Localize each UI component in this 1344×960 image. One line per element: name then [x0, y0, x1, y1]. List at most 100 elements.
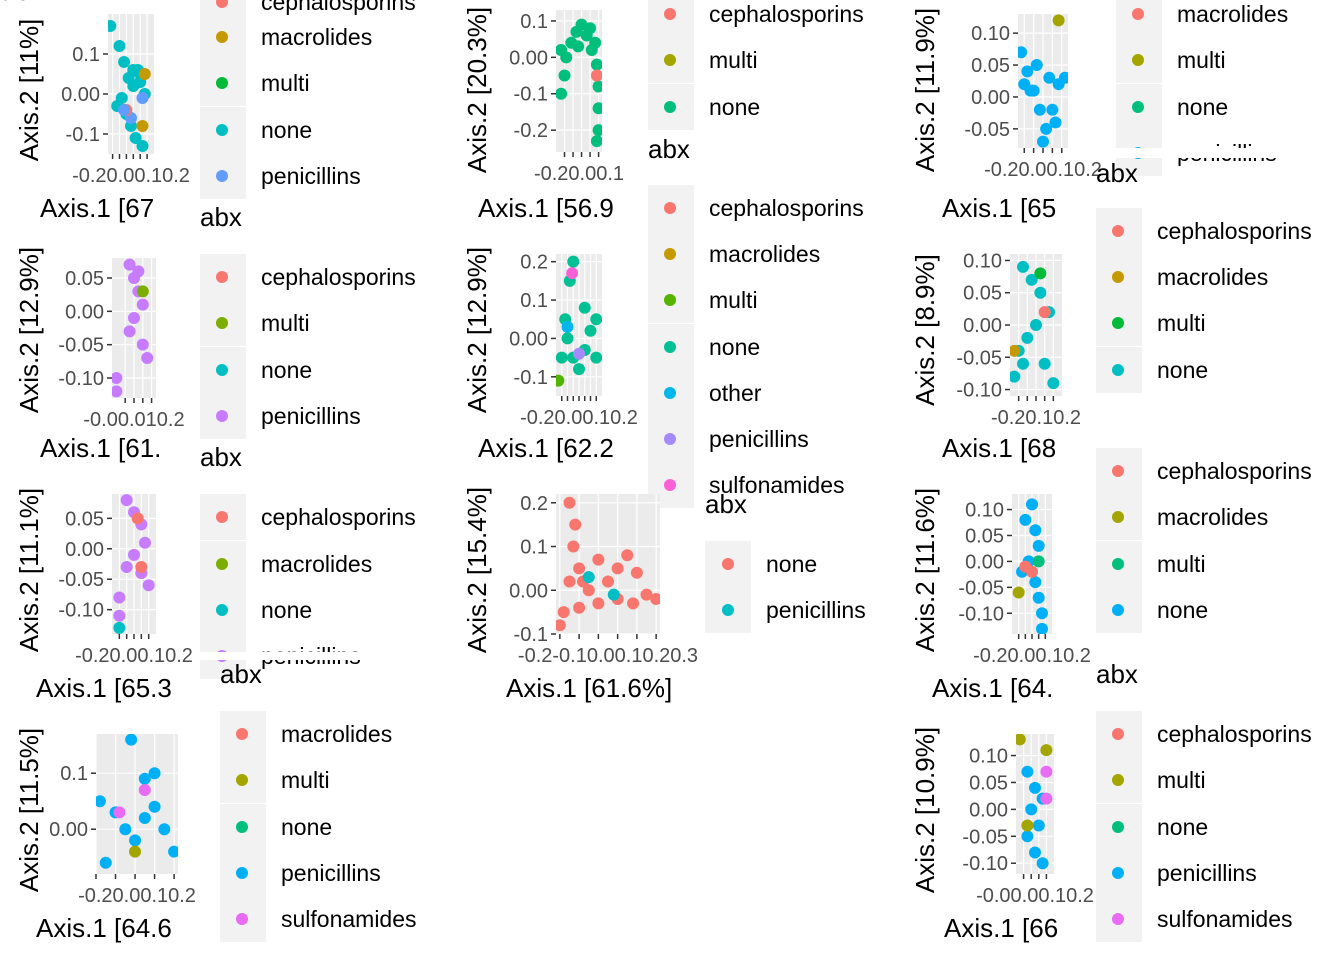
panel-8: 0.2 0.1 0.00 -0.1-0.2-0.10.00.10.20.3 Axis.1…	[462, 487, 866, 703]
legend-label: multi	[1157, 551, 1206, 577]
data-point	[561, 320, 574, 333]
data-point	[131, 512, 144, 525]
legend-title: abx	[648, 134, 690, 164]
legend-title: abx	[0, 0, 42, 6]
legend-key	[1112, 867, 1124, 879]
legend-key	[236, 728, 248, 740]
data-point	[1019, 513, 1032, 526]
legend-key	[1112, 728, 1124, 740]
y-axis-title: Axis.2 [12.9%]	[462, 247, 492, 413]
y-tick-label: -0.10	[58, 368, 104, 390]
data-point	[96, 795, 106, 808]
data-point	[138, 812, 151, 824]
y-tick-label: 0.00	[509, 580, 548, 602]
y-tick-label: -0.05	[58, 335, 104, 357]
panel-11: 0.10 0.05 0.00 -0.05 -0.10 -0.00.00.10.2 Axis.…	[910, 659, 1312, 943]
data-point	[123, 258, 136, 271]
data-point	[572, 40, 585, 53]
data-point	[1030, 319, 1042, 331]
data-point	[1010, 344, 1021, 357]
legend-key	[722, 558, 734, 570]
legend-key	[1112, 364, 1124, 376]
panel-5: 0.2 0.1 0.00 -0.1 -0.20.00.10.2 Axis.1 [62.2 A…	[462, 134, 864, 508]
legend-key	[1112, 558, 1124, 570]
data-point	[592, 80, 602, 93]
data-point	[1021, 765, 1034, 778]
data-point	[1012, 586, 1025, 599]
legend-title: abx	[1096, 158, 1138, 188]
legend-key	[216, 317, 228, 329]
legend-label: cephalosporins	[709, 1, 864, 27]
data-point	[129, 834, 142, 847]
legend-key	[1112, 604, 1124, 616]
data-point	[1030, 59, 1043, 72]
data-point	[113, 591, 126, 604]
y-tick-label: 0.05	[963, 283, 1002, 305]
data-point	[112, 385, 123, 398]
data-point	[118, 56, 131, 68]
data-point	[168, 845, 178, 858]
points	[1012, 498, 1048, 634]
legend-key	[1112, 317, 1124, 329]
data-point	[113, 40, 126, 52]
y-axis-title: Axis.2 [15.4%]	[462, 487, 492, 653]
data-point	[1040, 744, 1053, 757]
legend-key	[1112, 913, 1124, 925]
data-point	[627, 597, 640, 610]
data-point	[135, 561, 148, 574]
legend-cutoff	[1096, 148, 1344, 158]
legend-title: abx	[220, 659, 262, 689]
points	[112, 258, 154, 398]
legend-key	[216, 0, 228, 8]
data-point	[158, 823, 171, 836]
legend-label: penicillins	[281, 860, 381, 886]
x-axis-title: Axis.1 [56.9	[478, 193, 614, 223]
data-point	[1029, 524, 1042, 537]
y-tick-label: 0.2	[520, 252, 548, 274]
y-tick-label: 0.00	[65, 301, 104, 323]
legend-key	[216, 271, 228, 283]
legend-label: sulfonamides	[709, 472, 845, 498]
data-point	[1036, 857, 1049, 870]
points	[556, 18, 602, 148]
legend-label: macrolides	[261, 24, 372, 50]
data-point	[128, 548, 140, 561]
data-point	[136, 338, 149, 351]
data-point	[556, 351, 568, 364]
legend-label: none	[1157, 357, 1208, 383]
data-point	[573, 363, 585, 376]
legend-key	[216, 410, 228, 422]
legend-key	[664, 479, 676, 491]
x-axis-title: Axis.1 [61.	[40, 433, 161, 463]
x-tick-labels: -0.20.00.10.2	[75, 645, 193, 667]
data-point	[1016, 734, 1026, 746]
legend-title: abx	[200, 442, 242, 472]
data-point	[1032, 819, 1045, 832]
legend-label: multi	[709, 47, 758, 73]
legend-key	[216, 364, 228, 376]
data-point	[128, 312, 140, 324]
legend-key	[236, 867, 248, 879]
data-point	[1017, 260, 1029, 273]
legend-key	[722, 604, 734, 616]
panel-background	[556, 494, 660, 634]
legend-key	[1112, 511, 1124, 523]
data-point	[1052, 14, 1065, 27]
x-axis-title: Axis.1 [66	[944, 913, 1058, 943]
legend-key	[216, 511, 228, 523]
y-tick-label: -0.05	[956, 347, 1002, 369]
data-point	[630, 566, 643, 579]
legend-label: none	[1157, 597, 1208, 623]
legend-label: none	[709, 334, 760, 360]
y-tick-label: 0.05	[969, 772, 1008, 794]
x-tick-labels: -0.20.00.10.2	[520, 407, 638, 429]
legend-label: macrolides	[1157, 264, 1268, 290]
y-tick-label: 0.10	[963, 250, 1002, 272]
x-tick-labels: -0.20.00.10.2	[78, 885, 196, 907]
legend-label: multi	[261, 310, 310, 336]
y-tick-label: 0.00	[971, 87, 1010, 109]
panel-9: 0.10 0.05 0.00 -0.05 -0.10 -0.20.00.10.2 Axis.…	[910, 448, 1312, 703]
legend-key	[216, 31, 228, 43]
data-point	[557, 606, 570, 619]
data-point	[136, 140, 149, 152]
